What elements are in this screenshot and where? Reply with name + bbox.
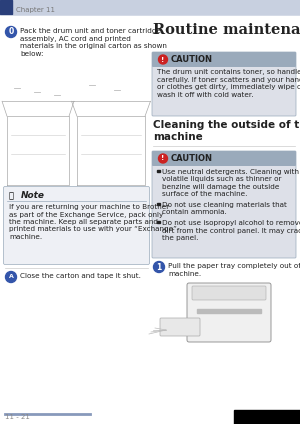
Text: 📝: 📝 bbox=[9, 191, 14, 200]
Circle shape bbox=[158, 154, 167, 163]
Text: Pull the paper tray completely out of the
machine.: Pull the paper tray completely out of th… bbox=[168, 263, 300, 276]
Text: The drum unit contains toner, so handle it
carefully. If toner scatters and your: The drum unit contains toner, so handle … bbox=[157, 69, 300, 98]
FancyBboxPatch shape bbox=[160, 318, 200, 336]
Bar bbox=[0, 0, 300, 14]
Text: CAUTION: CAUTION bbox=[171, 154, 213, 163]
Text: Cleaning the outside of the
machine: Cleaning the outside of the machine bbox=[153, 120, 300, 142]
Text: Pack the drum unit and toner cartridge
assembly, AC cord and printed
materials i: Pack the drum unit and toner cartridge a… bbox=[20, 28, 167, 56]
Text: A: A bbox=[9, 274, 14, 279]
Circle shape bbox=[154, 262, 164, 273]
Text: 0: 0 bbox=[8, 28, 14, 36]
Text: !: ! bbox=[161, 56, 165, 62]
Text: Do not use isopropyl alcohol to remove
dirt from the control panel. It may crack: Do not use isopropyl alcohol to remove d… bbox=[162, 220, 300, 241]
Circle shape bbox=[158, 55, 167, 64]
Text: Close the carton and tape it shut.: Close the carton and tape it shut. bbox=[20, 273, 141, 279]
Text: Note: Note bbox=[21, 191, 45, 200]
FancyBboxPatch shape bbox=[192, 286, 266, 300]
Circle shape bbox=[5, 26, 16, 37]
FancyBboxPatch shape bbox=[152, 151, 296, 166]
Bar bbox=[234, 410, 300, 424]
Circle shape bbox=[5, 271, 16, 282]
Text: Chapter 11: Chapter 11 bbox=[16, 7, 55, 13]
Text: CAUTION: CAUTION bbox=[171, 55, 213, 64]
FancyBboxPatch shape bbox=[152, 52, 296, 67]
FancyBboxPatch shape bbox=[187, 283, 271, 342]
Bar bbox=[157, 170, 160, 172]
Bar bbox=[157, 220, 160, 223]
Text: !: ! bbox=[161, 156, 165, 162]
Bar bbox=[157, 203, 160, 205]
Bar bbox=[197, 309, 261, 313]
Text: Routine maintenance: Routine maintenance bbox=[153, 23, 300, 37]
Text: Do not use cleaning materials that
contain ammonia.: Do not use cleaning materials that conta… bbox=[162, 202, 287, 215]
FancyBboxPatch shape bbox=[152, 151, 296, 258]
Text: If you are returning your machine to Brother
as part of the Exchange Service, pa: If you are returning your machine to Bro… bbox=[9, 204, 177, 240]
Text: 11 - 21: 11 - 21 bbox=[5, 414, 30, 420]
FancyBboxPatch shape bbox=[4, 187, 149, 265]
Text: 1: 1 bbox=[156, 262, 162, 271]
Text: Use neutral detergents. Cleaning with
volatile liquids such as thinner or
benzin: Use neutral detergents. Cleaning with vo… bbox=[162, 169, 299, 198]
FancyBboxPatch shape bbox=[152, 52, 296, 116]
Bar bbox=[0, 0, 12, 14]
